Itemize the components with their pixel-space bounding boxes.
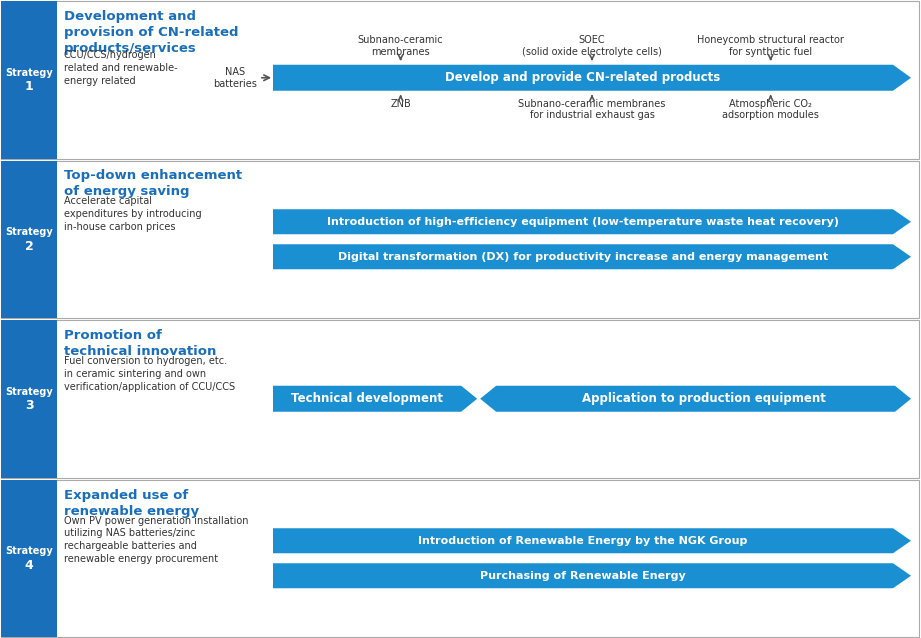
Text: Introduction of Renewable Energy by the NGK Group: Introduction of Renewable Energy by the … — [418, 536, 748, 545]
Text: Top-down enhancement
of energy saving: Top-down enhancement of energy saving — [64, 170, 242, 198]
Text: Own PV power generation installation
utilizing NAS batteries/zinc
rechargeable b: Own PV power generation installation uti… — [64, 516, 249, 564]
Text: 2: 2 — [25, 240, 33, 253]
Text: Application to production equipment: Application to production equipment — [582, 392, 825, 405]
Polygon shape — [273, 563, 911, 588]
Text: NAS
batteries: NAS batteries — [213, 67, 257, 89]
Text: Strategy: Strategy — [6, 68, 52, 78]
Text: Accelerate capital
expenditures by introducing
in-house carbon prices: Accelerate capital expenditures by intro… — [64, 197, 202, 232]
Text: Purchasing of Renewable Energy: Purchasing of Renewable Energy — [480, 571, 686, 581]
Text: SOEC
(solid oxide electrolyte cells): SOEC (solid oxide electrolyte cells) — [522, 35, 662, 57]
Text: Strategy: Strategy — [6, 546, 52, 556]
Text: Subnano-ceramic
membranes: Subnano-ceramic membranes — [357, 35, 443, 57]
Text: Strategy: Strategy — [6, 227, 52, 237]
Bar — [1, 480, 57, 637]
Text: 3: 3 — [25, 399, 33, 412]
Bar — [1, 1, 57, 158]
Text: Development and
provision of CN-related
products/services: Development and provision of CN-related … — [64, 10, 239, 55]
Text: 1: 1 — [25, 80, 33, 93]
Text: Digital transformation (DX) for productivity increase and energy management: Digital transformation (DX) for producti… — [338, 252, 828, 262]
Polygon shape — [273, 528, 911, 553]
Text: Expanded use of
renewable energy: Expanded use of renewable energy — [64, 489, 199, 517]
Text: Develop and provide CN-related products: Develop and provide CN-related products — [446, 71, 720, 84]
Polygon shape — [273, 244, 911, 269]
Bar — [1, 320, 919, 477]
Text: 4: 4 — [25, 559, 33, 572]
Text: ZNB: ZNB — [391, 99, 411, 108]
Polygon shape — [273, 64, 911, 91]
Text: Promotion of
technical innovation: Promotion of technical innovation — [64, 329, 216, 358]
Text: Honeycomb structural reactor
for synthetic fuel: Honeycomb structural reactor for synthet… — [697, 35, 844, 57]
Polygon shape — [480, 386, 911, 412]
Bar — [1, 320, 57, 477]
Text: Fuel conversion to hydrogen, etc.
in ceramic sintering and own
verification/appl: Fuel conversion to hydrogen, etc. in cer… — [64, 356, 235, 392]
Bar — [1, 480, 919, 637]
Bar — [1, 161, 57, 318]
Polygon shape — [273, 209, 911, 234]
Text: Technical development: Technical development — [291, 392, 443, 405]
Text: Introduction of high-efficiency equipment (low-temperature waste heat recovery): Introduction of high-efficiency equipmen… — [327, 217, 839, 226]
Text: Atmospheric CO₂
adsorption modules: Atmospheric CO₂ adsorption modules — [722, 99, 819, 121]
Bar — [1, 161, 919, 318]
Bar — [1, 1, 919, 158]
Polygon shape — [273, 386, 477, 412]
Text: Subnano-ceramic membranes
for industrial exhaust gas: Subnano-ceramic membranes for industrial… — [519, 99, 666, 121]
Text: CCU/CCS/hydrogen
related and renewable-
energy related: CCU/CCS/hydrogen related and renewable- … — [64, 50, 178, 86]
Text: Strategy: Strategy — [6, 387, 52, 397]
